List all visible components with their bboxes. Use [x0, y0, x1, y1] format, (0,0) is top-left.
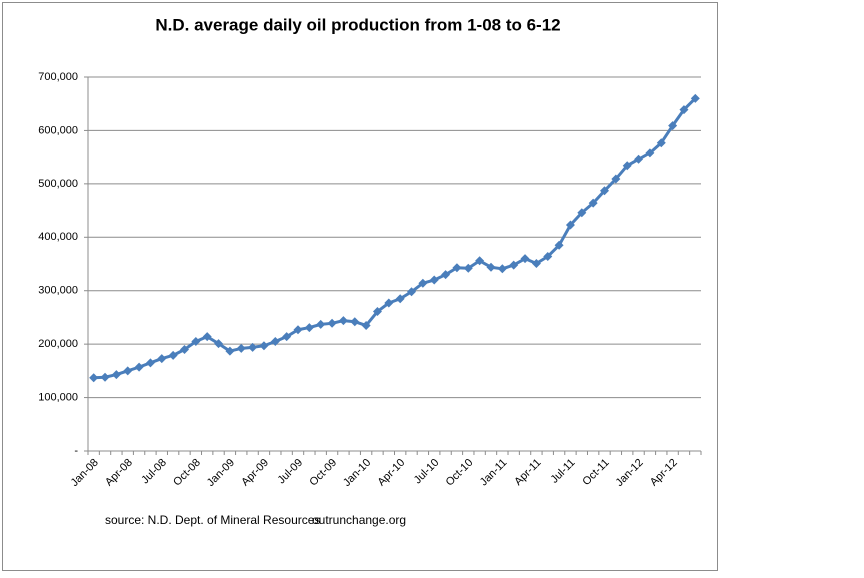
data-point — [100, 372, 110, 382]
data-point — [111, 370, 121, 380]
data-point — [145, 358, 155, 368]
data-point — [270, 336, 280, 346]
data-point — [531, 258, 541, 268]
data-point — [361, 320, 371, 330]
data-point — [429, 275, 439, 285]
website-note: outrunchange.org — [312, 513, 406, 527]
y-tick-label: 600,000 — [38, 124, 78, 136]
data-point — [214, 339, 224, 349]
data-point — [168, 350, 178, 360]
data-point — [123, 366, 133, 376]
data-point — [282, 332, 292, 342]
data-point — [350, 317, 360, 327]
y-tick-label: 100,000 — [38, 391, 78, 403]
data-point — [327, 318, 337, 328]
data-point — [225, 346, 235, 356]
data-point — [645, 148, 655, 158]
data-point — [191, 336, 201, 346]
data-point — [668, 121, 678, 131]
data-point — [441, 270, 451, 280]
data-point — [622, 161, 632, 171]
chart-title: N.D. average daily oil production from 1… — [155, 15, 560, 34]
data-point — [293, 325, 303, 335]
source-note: source: N.D. Dept. of Mineral Resources — [105, 513, 320, 527]
data-point — [656, 138, 666, 148]
data-point — [588, 198, 598, 208]
y-tick-label: 500,000 — [38, 178, 78, 190]
data-point — [452, 263, 462, 273]
y-tick-label: 200,000 — [38, 338, 78, 350]
data-point — [372, 307, 382, 317]
data-point — [554, 240, 564, 250]
data-point — [418, 278, 428, 288]
data-point — [600, 186, 610, 196]
data-point — [475, 256, 485, 266]
data-point — [89, 373, 99, 383]
data-point — [236, 343, 246, 353]
chart-border — [2, 2, 718, 571]
data-point — [565, 220, 575, 230]
data-point — [497, 264, 507, 274]
data-point — [179, 344, 189, 354]
data-point — [259, 341, 269, 351]
data-point — [202, 332, 212, 342]
y-tick-label: 400,000 — [38, 231, 78, 243]
data-point — [690, 93, 700, 103]
data-point — [577, 208, 587, 218]
data-point — [384, 298, 394, 308]
data-point — [486, 262, 496, 272]
data-point — [611, 174, 621, 184]
y-tick-label: - — [74, 445, 78, 457]
data-point — [304, 323, 314, 333]
y-tick-label: 300,000 — [38, 285, 78, 297]
data-point — [520, 254, 530, 264]
data-point — [634, 154, 644, 164]
data-point — [679, 105, 689, 115]
data-point — [134, 362, 144, 372]
data-point — [463, 263, 473, 273]
data-point — [338, 316, 348, 326]
data-point — [543, 252, 553, 262]
data-point — [157, 354, 167, 364]
y-tick-label: 700,000 — [38, 71, 78, 83]
data-point — [316, 319, 326, 329]
data-point — [407, 287, 417, 297]
data-point — [509, 260, 519, 270]
data-point — [248, 342, 258, 352]
data-point — [395, 294, 405, 304]
